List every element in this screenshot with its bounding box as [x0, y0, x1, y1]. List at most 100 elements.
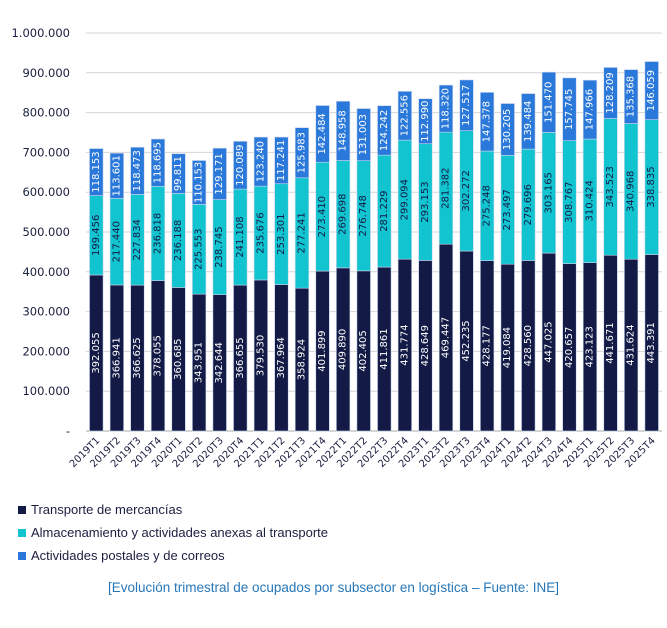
bar-group-2020T3: 342.644 238.745 129.171 [212, 147, 227, 432]
data-label: 129.171 [214, 153, 225, 194]
bar-group-2024T4: 420.657 308.767 157.745 [562, 77, 577, 432]
bar-group-2020T1: 360.685 236.188 99.811 [171, 153, 186, 432]
data-label: 236.188 [173, 220, 184, 261]
data-label: 238.745 [214, 226, 225, 267]
bar-segment-postales [315, 105, 330, 163]
data-label: 409.890 [338, 329, 349, 370]
data-label: 253.301 [276, 213, 287, 254]
data-label: 151.470 [543, 82, 554, 123]
data-label: 148.958 [338, 110, 349, 151]
bar-group-2024T2: 428.560 279.696 139.484 [521, 93, 536, 432]
data-label: 281.229 [379, 190, 390, 231]
bar-group-2025T4: 443.391 338.835 146.059 [644, 61, 659, 432]
stacked-bar-chart: - 100.000 200.000 300.000 400.000 500.000 600.… [11, 26, 662, 470]
bar-segment-postales [582, 79, 598, 140]
data-label: 273.410 [317, 196, 328, 237]
bar-segment-postales [233, 141, 248, 190]
data-label: 118.695 [153, 142, 164, 183]
data-label: 157.745 [564, 89, 575, 130]
legend: Transporte de mercancías Almacenamiento … [18, 498, 328, 567]
data-label: 419.084 [502, 327, 513, 368]
bar-group-2024T3: 447.025 303.165 151.470 [541, 71, 556, 432]
data-label: 113.601 [111, 155, 122, 196]
bar-segment-postales [644, 61, 659, 120]
y-tick-label: - [66, 424, 70, 438]
bar-segment-postales [521, 93, 536, 150]
data-label: 428.177 [482, 325, 493, 366]
y-tick-label: 400.000 [22, 265, 70, 279]
bar-segment-postales [541, 71, 556, 133]
legend-swatch-transporte [18, 505, 26, 514]
bar-segment-postales [480, 92, 495, 152]
bar-segment-postales [150, 138, 166, 187]
legend-item-transporte: Transporte de mercancías [18, 498, 328, 521]
data-label: 235.676 [255, 212, 266, 253]
bar-group-2024T1: 419.084 273.497 130.205 [500, 103, 515, 432]
bar-group-2023T3: 452.235 302.272 127.517 [459, 79, 474, 432]
data-label: 469.447 [441, 317, 452, 358]
data-label: 303.165 [543, 172, 554, 213]
bar-group-2022T1: 409.890 269.698 148.958 [336, 100, 351, 432]
data-label: 217.440 [111, 221, 122, 262]
bar-segment-postales [418, 98, 433, 145]
data-label: 366.625 [132, 337, 143, 378]
bar-segment-postales [500, 103, 515, 156]
bar-segment-postales [294, 127, 310, 179]
data-label: 441.671 [605, 322, 616, 363]
bar-group-2023T1: 428.649 293.153 112.990 [418, 98, 433, 432]
data-label: 378.055 [153, 335, 164, 376]
bar-segment-postales [130, 146, 145, 195]
data-label: 124.242 [379, 110, 390, 151]
bar-group-2025T1: 423.123 310.424 147.966 [582, 79, 598, 432]
data-label: 146.059 [646, 70, 657, 111]
data-label: 131.003 [358, 114, 369, 155]
bar-group-2025T3: 431.624 340.968 135.368 [624, 69, 639, 432]
data-label: 299.094 [399, 179, 410, 220]
data-label: 452.235 [461, 320, 472, 361]
data-label: 392.055 [91, 332, 102, 373]
bar-segment-postales [192, 160, 207, 205]
bar-group-2023T4: 428.177 275.248 147.378 [480, 92, 495, 432]
data-label: 431.774 [399, 324, 410, 365]
data-label: 275.248 [482, 185, 493, 226]
y-tick-label: 700.000 [22, 145, 70, 159]
bar-group-2019T3: 366.625 227.834 118.473 [130, 146, 145, 432]
data-label: 423.123 [585, 326, 596, 367]
y-axis: - 100.000 200.000 300.000 400.000 500.000 600.… [11, 26, 70, 438]
data-label: 293.153 [420, 181, 431, 222]
data-label: 340.968 [626, 171, 637, 212]
data-label: 366.941 [111, 337, 122, 378]
data-label: 147.966 [585, 89, 596, 130]
y-tick-label: 200.000 [22, 344, 70, 358]
data-label: 130.205 [502, 109, 513, 150]
bar-group-2022T4: 431.774 299.094 122.556 [397, 91, 412, 432]
bar-segment-postales [397, 91, 412, 141]
data-label: 338.835 [646, 166, 657, 207]
data-label: 428.560 [523, 325, 534, 366]
data-label: 443.391 [646, 322, 657, 363]
data-label: 366.655 [235, 337, 246, 378]
y-tick-label: 300.000 [22, 305, 70, 319]
bar-group-2025T2: 441.671 343.523 128.209 [603, 67, 618, 432]
data-label: 273.497 [502, 189, 513, 230]
data-label: 277.241 [297, 212, 308, 253]
data-label: 147.378 [482, 101, 493, 142]
data-label: 308.767 [564, 181, 575, 222]
bar-segment-postales [212, 147, 227, 200]
bar-segment-postales [171, 153, 186, 194]
legend-label-transporte: Transporte de mercancías [31, 502, 183, 517]
bar-segment-postales [438, 84, 454, 133]
data-label: 310.424 [585, 180, 596, 221]
data-label: 428.649 [420, 325, 431, 366]
bar-segment-postales [253, 136, 268, 187]
legend-label-almacenamiento: Almacenamiento y actividades anexas al t… [31, 525, 328, 540]
data-label: 411.861 [379, 328, 390, 369]
legend-swatch-almacenamiento [18, 528, 26, 537]
data-label: 117.241 [276, 140, 287, 181]
bar-segment-postales [562, 77, 577, 141]
y-tick-label: 500.000 [22, 225, 70, 239]
data-label: 358.924 [297, 339, 308, 380]
data-label: 199.456 [91, 215, 102, 256]
data-label: 420.657 [564, 327, 575, 368]
data-label: 276.748 [358, 195, 369, 236]
